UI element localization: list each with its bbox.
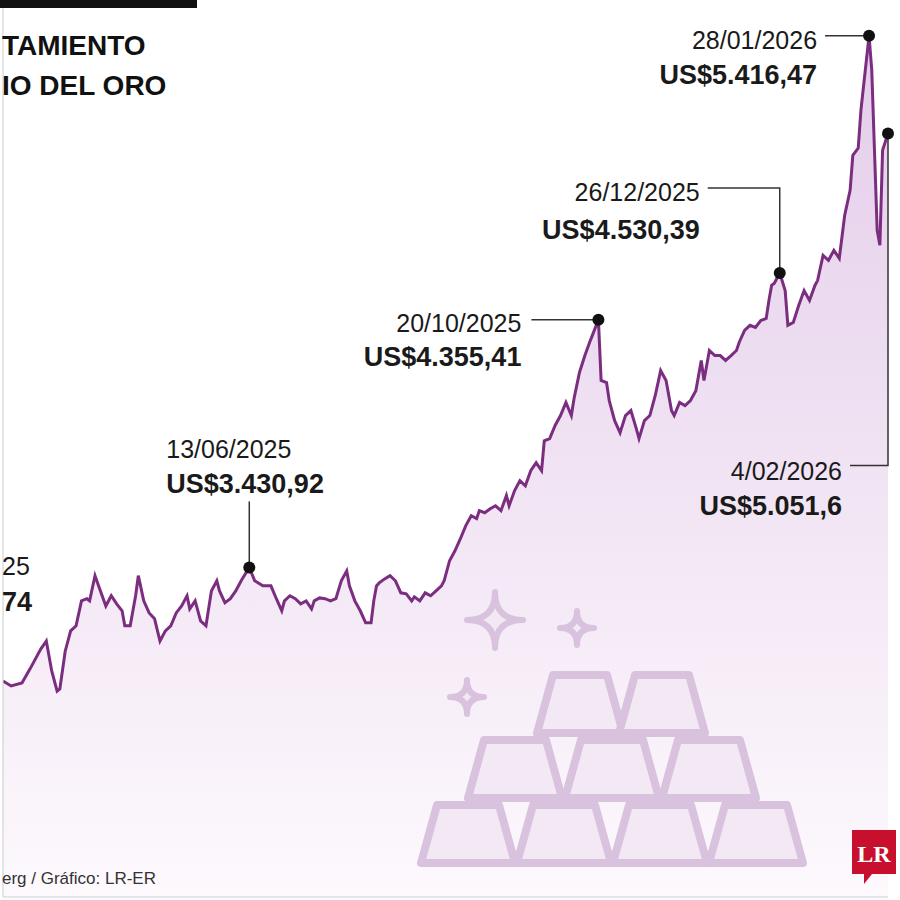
html-text:erg / Gráfico: LR-ER: erg / Gráfico: LR-ER xyxy=(2,869,156,888)
svg-text:4/02/2026: 4/02/2026 xyxy=(731,457,842,485)
svg-text:US$4.530,39: US$4.530,39 xyxy=(542,215,700,245)
svg-text:US$5.416,47: US$5.416,47 xyxy=(659,60,817,90)
svg-text:LR: LR xyxy=(857,841,891,867)
svg-text:US$4.355,41: US$4.355,41 xyxy=(364,342,522,372)
svg-text:13/06/2025: 13/06/2025 xyxy=(166,435,291,463)
html-text:25: 25 xyxy=(2,552,30,580)
svg-text:US$3.430,92: US$3.430,92 xyxy=(166,469,324,499)
svg-text:US$5.051,6: US$5.051,6 xyxy=(699,491,842,521)
svg-text:26/12/2025: 26/12/2025 xyxy=(575,178,700,206)
html-text:TAMIENTO: TAMIENTO xyxy=(2,30,146,61)
svg-text:20/10/2025: 20/10/2025 xyxy=(396,309,521,337)
html-text:74: 74 xyxy=(2,587,32,617)
html-text:IO DEL ORO: IO DEL ORO xyxy=(2,70,167,101)
svg-text:28/01/2026: 28/01/2026 xyxy=(692,26,817,54)
